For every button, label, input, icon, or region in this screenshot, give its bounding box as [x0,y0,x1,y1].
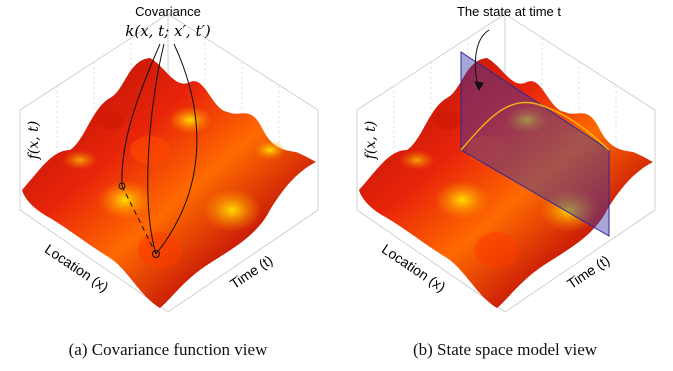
state-annotation-text: The state at time t [457,4,561,19]
surface-a [22,58,316,308]
figure-panel-b: The state at time t f(x, t) Location (x)… [337,0,673,330]
figure-panel-a: Covariance k(x, t; x′, t′) f(x, t) Locat… [0,0,336,330]
z-axis-label-a: f(x, t) [26,121,42,161]
state-annotation-arrow [474,29,490,92]
surface-b [359,58,653,308]
caption-b: (b) State space model view [412,340,598,359]
covariance-annotation-formula: k(x, t; x′, t′) [125,22,211,40]
covariance-curves [118,43,198,258]
z-axis-label-b: f(x, t) [363,121,379,161]
time-slice-plane [460,51,610,237]
surface-plot-a: Covariance k(x, t; x′, t′) f(x, t) Locat… [19,4,319,313]
caption-a: (a) Covariance function view [68,340,268,359]
y-axis-label-a: Time (t) [227,252,275,292]
surface-plot-b: The state at time t f(x, t) Location (x)… [356,4,656,313]
covariance-annotation-title: Covariance [135,4,201,19]
y-axis-label-b: Time (t) [564,252,612,292]
